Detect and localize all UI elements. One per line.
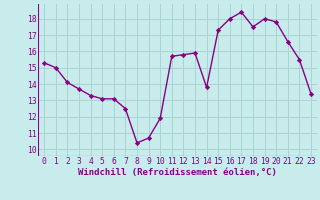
X-axis label: Windchill (Refroidissement éolien,°C): Windchill (Refroidissement éolien,°C) (78, 168, 277, 177)
